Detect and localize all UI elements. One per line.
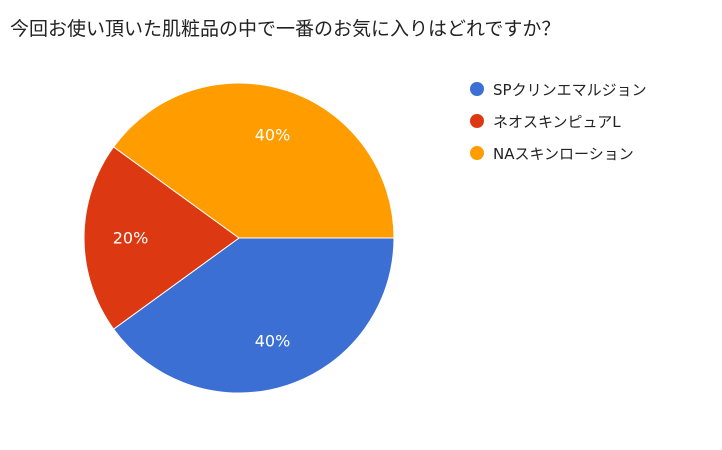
legend-item[interactable]: NAスキンローション: [470, 142, 647, 164]
legend-swatch-icon: [470, 82, 484, 96]
legend-label: SPクリンエマルジョン: [493, 80, 647, 99]
chart-legend: SPクリンエマルジョン ネオスキンピュアL NAスキンローション: [470, 78, 647, 174]
slice-data-label: 40%: [255, 125, 291, 144]
legend-label: NAスキンローション: [493, 144, 634, 163]
legend-swatch-icon: [470, 146, 484, 160]
chart-title: 今回お使い頂いた肌粧品の中で一番のお気に入りはどれですか？: [10, 18, 561, 40]
pie-slice[interactable]: [112, 237, 395, 394]
slice-data-label: 40%: [255, 332, 291, 351]
legend-swatch-icon: [470, 114, 484, 128]
pie-slice[interactable]: [83, 146, 240, 330]
legend-item[interactable]: SPクリンエマルジョン: [470, 78, 647, 100]
legend-item[interactable]: ネオスキンピュアL: [470, 110, 647, 132]
legend-label: ネオスキンピュアL: [493, 112, 621, 131]
pie-slice[interactable]: [112, 82, 395, 239]
slice-data-label: 20%: [113, 229, 149, 248]
